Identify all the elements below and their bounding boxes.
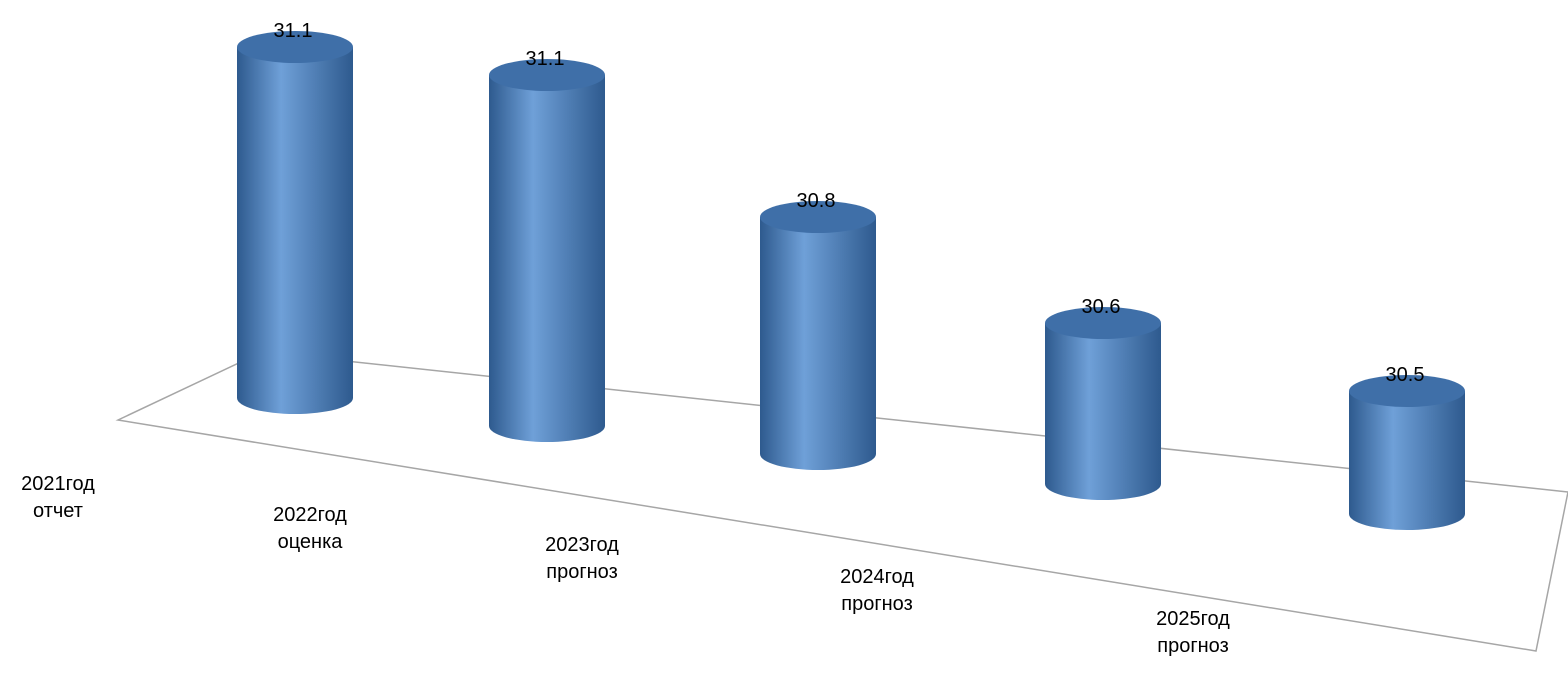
tick-label: 2023год прогноз <box>545 534 619 583</box>
bar <box>237 31 353 414</box>
bar-top <box>1045 307 1161 339</box>
data-label: 30.6 <box>1082 296 1121 318</box>
bar-body <box>1349 391 1465 530</box>
chart-floor <box>115 351 1568 652</box>
bar <box>1349 375 1465 530</box>
tick-label-line: отчет <box>33 500 83 522</box>
tick-label-line: 2022год <box>273 504 347 526</box>
tick-label-line: 2025год <box>1156 608 1230 630</box>
bar-top <box>489 59 605 91</box>
data-label: 31.1 <box>274 20 313 42</box>
floor-plane <box>115 351 1568 652</box>
tick-label-line: оценка <box>278 531 344 553</box>
bar-body <box>237 47 353 414</box>
tick-label-line: прогноз <box>546 561 617 583</box>
tick-label-line: 2021год <box>21 473 95 495</box>
bar-top <box>237 31 353 63</box>
tick-label: 2022год оценка <box>273 504 347 553</box>
bar-body <box>489 75 605 442</box>
tick-label-line: 2024год <box>840 566 914 588</box>
tick-label: 2025год прогноз <box>1156 608 1230 657</box>
bar <box>760 201 876 470</box>
tick-label-line: прогноз <box>841 593 912 615</box>
bar-series <box>237 31 1465 530</box>
bar-top <box>760 201 876 233</box>
category-axis: 2021год отчет 2022год оценка 2023год прогноз 2… <box>21 473 1230 657</box>
tick-label: 2024год прогноз <box>840 566 914 615</box>
bar-top <box>1349 375 1465 407</box>
bar <box>489 59 605 442</box>
bar-body <box>1045 323 1161 500</box>
bar <box>1045 307 1161 500</box>
tick-label-line: 2023год <box>545 534 619 556</box>
data-label: 31.1 <box>526 48 565 70</box>
bar-body <box>760 217 876 470</box>
data-label: 30.5 <box>1386 364 1425 386</box>
tick-label-line: прогноз <box>1157 635 1228 657</box>
data-label: 30.8 <box>797 190 836 212</box>
value-labels: 31.1 31.1 30.8 30.6 30.5 <box>274 20 1425 386</box>
tick-label: 2021год отчет <box>21 473 95 522</box>
